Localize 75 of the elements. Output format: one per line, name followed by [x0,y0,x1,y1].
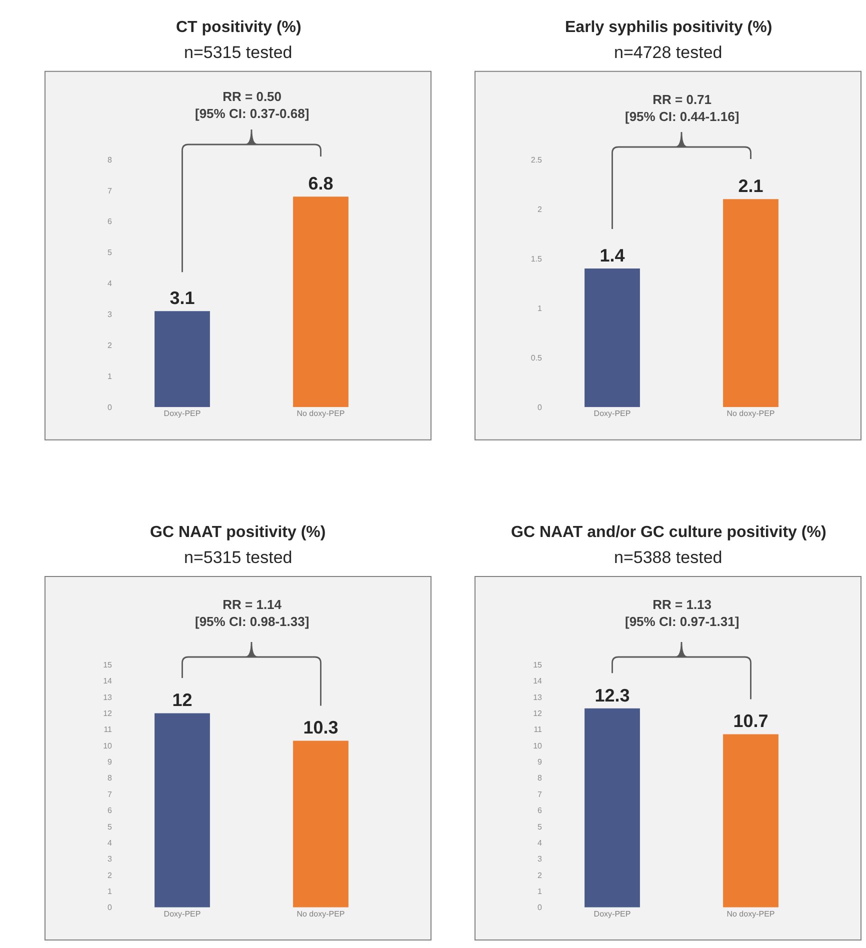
y-tick-label: 10 [533,741,543,750]
y-tick-label: 8 [538,774,543,783]
chart-subtitle: n=5315 tested [184,43,292,62]
x-tick-label: Doxy-PEP [164,909,201,918]
y-tick-label: 3 [108,310,113,320]
y-tick-label: 1 [538,886,543,896]
chart-title: Early syphilis positivity (%) [565,19,772,36]
y-tick-label: 4 [108,838,113,848]
y-tick-label: 5 [538,822,543,832]
y-tick-label: 3 [108,854,113,864]
y-tick-label: 15 [533,660,543,670]
y-tick-label: 5 [108,822,113,832]
chart-subtitle: n=5388 tested [614,548,722,567]
y-tick-label: 4 [538,838,543,848]
data-label: 1.4 [600,245,625,266]
y-tick-label: 13 [103,692,113,702]
chart-title: CT positivity (%) [176,19,302,36]
y-tick-label: 3 [538,854,543,864]
data-label: 12.3 [594,685,630,706]
y-tick-label: 10 [103,741,113,750]
data-label: 12 [172,690,192,710]
y-tick-label: 0 [538,903,543,912]
y-tick-label: 8 [108,774,113,783]
y-tick-label: 2 [108,870,113,880]
y-tick-label: 1.5 [530,254,543,264]
chart-title: GC NAAT positivity (%) [150,524,326,541]
y-tick-label: 9 [108,758,113,767]
x-tick-label: No doxy-PEP [296,409,345,418]
text: RR = 0.71 [95% CI: 0.44-1.16] [625,92,740,124]
data-label: 6.8 [308,174,334,194]
y-tick-label: 11 [534,725,543,734]
text: RR = 1.14 [95% CI: 0.98-1.33] [195,597,310,629]
chart-subtitle: n=4728 tested [614,43,722,62]
data-label: 10.3 [303,718,338,738]
y-tick-label: 2 [108,341,113,350]
y-tick-label: 15 [103,660,113,670]
chart-subtitle: n=5315 tested [184,548,292,567]
chart-title: GC NAAT and/or GC culture positivity (%) [511,524,826,541]
y-tick-label: 0 [108,903,113,912]
y-tick-label: 6 [538,806,543,816]
y-tick-label: 2 [538,870,543,880]
text: RR = 1.13 [95% CI: 0.97-1.31] [625,597,740,629]
x-tick-label: Doxy-PEP [594,909,631,918]
y-tick-label: 14 [103,676,113,686]
text: RR = 0.50 [95% CI: 0.37-0.68] [195,89,310,121]
data-label: 2.1 [738,176,764,196]
y-tick-label: 5 [108,248,113,258]
y-tick-label: 9 [538,758,543,767]
x-tick-label: No doxy-PEP [726,909,775,918]
y-tick-label: 1 [538,304,543,313]
y-tick-label: 6 [108,217,113,226]
y-tick-label: 0 [108,402,113,412]
y-tick-label: 1 [108,886,113,896]
y-tick-label: 13 [533,692,543,702]
data-label: 3.1 [170,288,195,308]
data-label: 10.7 [733,711,768,732]
x-tick-label: No doxy-PEP [726,409,775,418]
y-tick-label: 1 [108,372,113,381]
x-tick-label: Doxy-PEP [594,409,631,418]
y-tick-label: 12 [103,709,113,718]
y-tick-label: 2 [538,204,543,214]
y-tick-label: 2.5 [530,155,543,164]
y-tick-label: 7 [108,186,113,196]
y-tick-label: 7 [108,790,113,799]
y-tick-label: 4 [108,279,113,288]
y-tick-label: 14 [533,676,543,686]
y-tick-label: 7 [538,790,543,799]
y-tick-label: 11 [104,725,113,734]
y-tick-label: 6 [108,806,113,816]
x-tick-label: No doxy-PEP [296,909,345,918]
y-tick-label: 12 [533,709,543,718]
y-tick-label: 0 [538,402,543,412]
y-tick-label: 8 [108,155,113,164]
y-tick-label: 0.5 [530,353,543,362]
x-tick-label: Doxy-PEP [164,409,201,418]
